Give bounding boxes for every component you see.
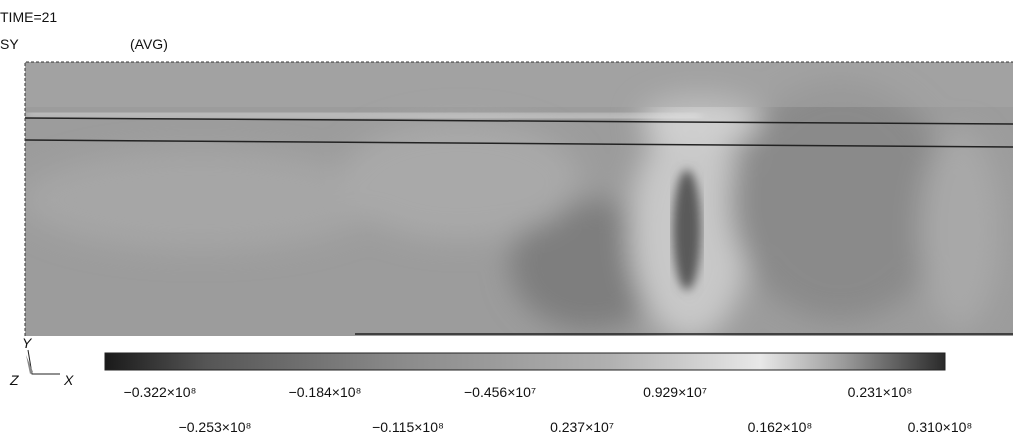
averaging-label: (AVG) xyxy=(130,36,168,52)
colorbar-label: 0.231×10⁸ xyxy=(848,384,913,400)
axis-x-label: X xyxy=(63,372,74,388)
colorbar-label: 0.310×10⁸ xyxy=(908,419,973,435)
colorbar-label: 0.929×10⁷ xyxy=(643,384,707,400)
colorbar-label: −0.184×10⁸ xyxy=(289,384,362,400)
colorbar-label: −0.253×10⁸ xyxy=(179,419,252,435)
colorbar-label: 0.237×10⁷ xyxy=(550,419,614,435)
contour-field xyxy=(25,62,1013,336)
colorbar xyxy=(104,352,946,371)
colorbar-label: −0.115×10⁸ xyxy=(372,419,444,435)
colorbar-label: −0.322×10⁸ xyxy=(124,384,197,400)
axis-z-label: Z xyxy=(9,372,19,388)
time-label: TIME=21 xyxy=(0,9,57,25)
variable-label: SY xyxy=(0,36,19,52)
colorbar-label: 0.162×10⁸ xyxy=(748,419,813,435)
axis-y-label: Y xyxy=(22,335,33,351)
axis-triad: Y Z X xyxy=(9,335,74,388)
colorbar-label: −0.456×10⁷ xyxy=(464,384,536,400)
